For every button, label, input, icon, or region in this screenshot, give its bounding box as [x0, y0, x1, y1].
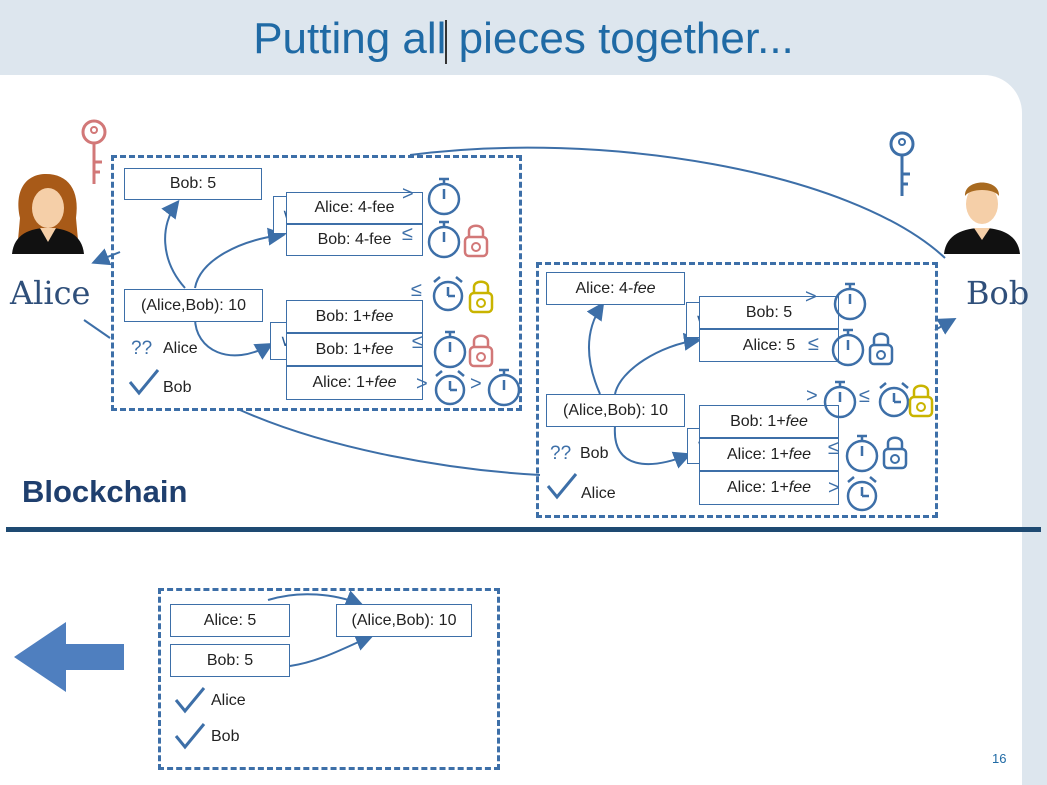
padlock-icon: [908, 384, 934, 418]
signer-name: Bob: [211, 728, 240, 745]
output-box: Alice: 4-fee: [546, 272, 685, 305]
output-box: Bob: 1+ fee: [286, 300, 423, 333]
padlock-icon: [468, 280, 494, 314]
checkmark-icon: [546, 473, 578, 500]
checkmark-icon: [174, 687, 206, 714]
stopwatch-icon: [833, 282, 867, 321]
output-box: Alice: 5: [699, 329, 839, 362]
alarm-clock-icon: [434, 370, 466, 406]
page-number: 16: [992, 751, 1007, 766]
greater-than-symbol: >: [805, 286, 817, 308]
stopwatch-icon: [823, 380, 857, 419]
alice-name: Alice: [10, 274, 91, 312]
greater-than-symbol: >: [828, 477, 840, 499]
output-box: Bob: 5: [124, 168, 262, 200]
blockchain-label: Blockchain: [22, 474, 188, 509]
left-arrow-icon: [14, 622, 124, 692]
input-box: Alice: 5: [170, 604, 290, 637]
output-box: Alice: 1+ fee: [286, 366, 423, 400]
less-equal-symbol: ≤: [859, 385, 870, 407]
input-box: Bob: 5: [170, 644, 290, 677]
less-equal-symbol: ≤: [411, 279, 422, 301]
output-box: Bob: 1+ fee: [286, 333, 423, 366]
padlock-icon: [463, 224, 489, 258]
stopwatch-icon: [427, 177, 461, 216]
funding-tx: [158, 588, 500, 770]
bob-name: Bob: [966, 274, 1030, 312]
less-equal-symbol: ≤: [402, 223, 413, 245]
slide-title: Putting all pieces together...: [253, 14, 794, 63]
checkmark-icon: [128, 369, 160, 396]
blockchain-divider: [6, 527, 1041, 532]
stopwatch-icon: [433, 330, 467, 369]
funding-box: (Alice,Bob): 10: [546, 394, 685, 427]
less-equal-symbol: ≤: [412, 331, 423, 353]
stopwatch-icon: [427, 220, 461, 259]
signed-signer: Alice: [581, 485, 616, 502]
stopwatch-icon: [831, 328, 865, 367]
less-equal-symbol: ≤: [808, 333, 819, 355]
stopwatch-icon: [487, 368, 521, 407]
greater-than-symbol: >: [402, 183, 414, 205]
checkmark-icon: [174, 723, 206, 750]
output-box: Alice: 1+ fee: [699, 438, 839, 471]
pending-signer: Alice: [163, 340, 198, 357]
funding-box: (Alice,Bob): 10: [124, 289, 263, 322]
funding-output-box: (Alice,Bob): 10: [336, 604, 472, 637]
signer-name: Alice: [211, 692, 246, 709]
greater-than-symbol: >: [416, 373, 428, 395]
alarm-clock-icon: [432, 276, 464, 312]
less-equal-symbol: ≤: [828, 437, 839, 459]
slide-header-band: [0, 0, 1047, 75]
stopwatch-icon: [845, 434, 879, 473]
output-box: Alice: 1+ fee: [699, 471, 839, 505]
greater-than-symbol: >: [806, 385, 818, 407]
pending-signature-mark: ??: [550, 443, 572, 464]
output-box: Alice: 4-fee: [286, 192, 423, 224]
output-box: Bob: 5: [699, 296, 839, 329]
bob-commitment-tx: [536, 262, 938, 518]
alice-avatar: [12, 174, 84, 254]
padlock-icon: [468, 334, 494, 368]
bob-avatar: [944, 182, 1020, 254]
alarm-clock-icon: [878, 382, 910, 418]
alarm-clock-icon: [846, 476, 878, 512]
output-box: Bob: 1+ fee: [699, 405, 839, 438]
padlock-icon: [882, 436, 908, 470]
pending-signer: Bob: [580, 445, 609, 462]
text-cursor: [445, 20, 447, 64]
key-icon: [889, 131, 915, 196]
greater-than-symbol: >: [470, 373, 482, 395]
key-icon: [81, 119, 107, 184]
pending-signature-mark: ??: [131, 338, 153, 359]
signed-signer: Bob: [163, 379, 192, 396]
padlock-icon: [868, 332, 894, 366]
output-box: Bob: 4-fee: [286, 224, 423, 256]
alice-commitment-tx: [111, 155, 522, 411]
